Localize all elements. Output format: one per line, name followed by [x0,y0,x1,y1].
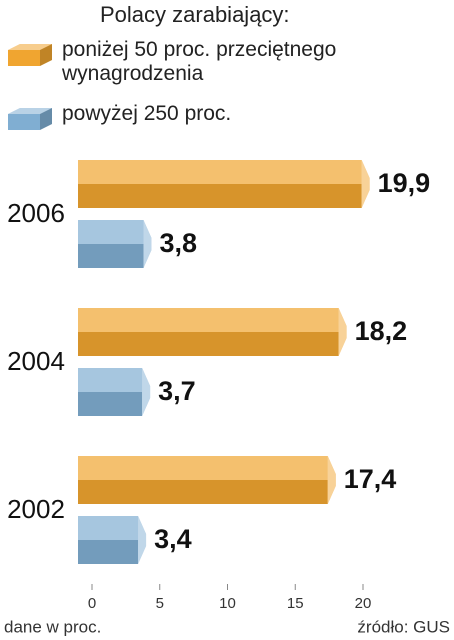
legend-swatch [8,108,52,130]
value-label: 19,9 [378,168,431,198]
swatch-front [8,114,40,130]
bar-bottom-dark [78,392,143,416]
swatch-top [8,108,52,114]
bar [78,456,336,504]
x-tick-label: 0 [88,595,96,612]
legend-label: powyżej 250 proc. [62,102,232,125]
legend-swatch [8,44,52,66]
value-label: 3,4 [154,524,192,554]
category-label: 2002 [7,494,65,524]
bar-cap-light [338,308,347,356]
bar-face [78,516,139,564]
bar-bottom-dark [78,540,139,564]
bar-face [78,308,339,356]
x-axis-label: dane w proc. [4,617,101,636]
swatch-front [8,50,40,66]
bar-bottom-dark [78,184,362,208]
bar-cap-light [142,368,151,416]
x-tick-label: 10 [219,595,236,612]
bar [78,308,347,356]
category-label: 2006 [7,198,65,228]
x-tick-label: 5 [156,595,164,612]
swatch-side-dark [40,108,52,130]
bar-face [78,160,362,208]
legend-label: poniżej 50 proc. przeciętnego wynagrodze… [62,38,337,85]
source: źródło: GUS [357,617,450,636]
swatch-side [40,44,52,66]
swatch-top-light [8,44,52,50]
bar [78,220,152,268]
bar-face [78,220,144,268]
x-tick-label: 15 [287,595,304,612]
swatch-top [8,44,52,50]
bar [78,160,370,208]
bar-top-light [78,160,362,184]
bar-cap-light [361,160,370,208]
bar [78,516,147,564]
bar-face [78,368,143,416]
bar-bottom-dark [78,332,339,356]
bar-top-light [78,220,144,244]
swatch-side-dark [40,44,52,66]
value-label: 3,7 [158,376,196,406]
value-label: 18,2 [355,316,408,346]
swatch-top-light [8,108,52,114]
bar-top-light [78,368,143,392]
bar-bottom-dark [78,244,144,268]
x-tick-label: 20 [355,595,372,612]
bar-top-light [78,308,339,332]
bar-face [78,456,328,504]
bar-cap-light [143,220,152,268]
bar-cap-light [327,456,336,504]
bar-bottom-dark [78,480,328,504]
bar [78,368,151,416]
value-label: 17,4 [344,464,397,494]
legend-title: Polacy zarabiający: [100,2,290,27]
bar-top-light [78,516,139,540]
bar-cap-light [138,516,147,564]
value-label: 3,8 [159,228,197,258]
category-label: 2004 [7,346,65,376]
bar-top-light [78,456,328,480]
swatch-side [40,108,52,130]
